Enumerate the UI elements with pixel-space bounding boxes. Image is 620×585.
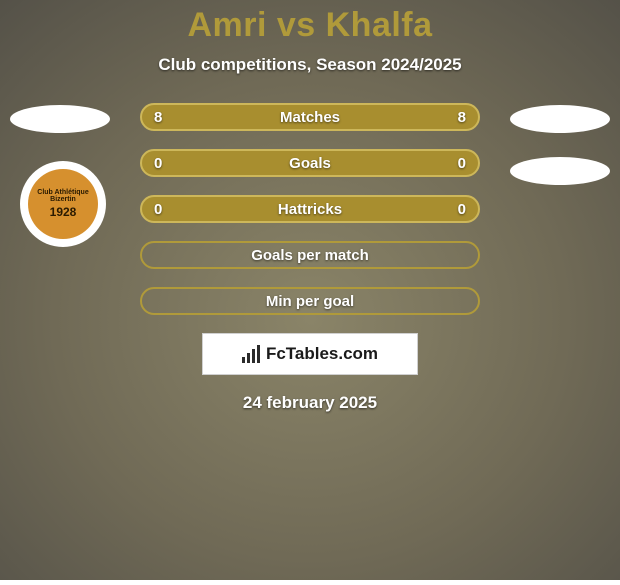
content-wrapper: Amri vs Khalfa Club competitions, Season… bbox=[0, 0, 620, 413]
stat-bar-goals: 0 Goals 0 bbox=[140, 149, 480, 177]
player-right-placeholder-1 bbox=[510, 105, 610, 133]
watermark-text: FcTables.com bbox=[266, 344, 378, 364]
page-subtitle: Club competitions, Season 2024/2025 bbox=[0, 55, 620, 75]
stat-label: Goals per match bbox=[251, 247, 369, 264]
watermark[interactable]: FcTables.com bbox=[202, 333, 418, 375]
generation-date: 24 february 2025 bbox=[0, 393, 620, 413]
stat-value-right: 0 bbox=[458, 155, 466, 172]
stat-value-right: 0 bbox=[458, 201, 466, 218]
stat-bar-hattricks: 0 Hattricks 0 bbox=[140, 195, 480, 223]
player-right-placeholder-2 bbox=[510, 157, 610, 185]
stat-label: Hattricks bbox=[278, 201, 342, 218]
page-title: Amri vs Khalfa bbox=[0, 6, 620, 45]
club-badge-year: 1928 bbox=[50, 206, 77, 219]
comparison-area: Club Athlétique Bizertin 1928 8 Matches 8 0… bbox=[0, 103, 620, 413]
stat-label: Matches bbox=[280, 109, 340, 126]
club-badge-name: Club Athlétique Bizertin bbox=[28, 189, 98, 204]
stat-label: Min per goal bbox=[266, 293, 354, 310]
stat-value-left: 0 bbox=[154, 155, 162, 172]
bar-chart-icon bbox=[242, 345, 260, 363]
stat-label: Goals bbox=[289, 155, 331, 172]
stat-bars: 8 Matches 8 0 Goals 0 0 Hattricks 0 Goals per mat… bbox=[140, 103, 480, 315]
stat-value-left: 8 bbox=[154, 109, 162, 126]
club-badge-inner: Club Athlétique Bizertin 1928 bbox=[28, 169, 98, 239]
stat-value-left: 0 bbox=[154, 201, 162, 218]
player-left-placeholder bbox=[10, 105, 110, 133]
stat-value-right: 8 bbox=[458, 109, 466, 126]
stat-bar-min_per_goal: Min per goal bbox=[140, 287, 480, 315]
stat-bar-goals_per_match: Goals per match bbox=[140, 241, 480, 269]
stat-bar-matches: 8 Matches 8 bbox=[140, 103, 480, 131]
club-badge: Club Athlétique Bizertin 1928 bbox=[20, 161, 106, 247]
